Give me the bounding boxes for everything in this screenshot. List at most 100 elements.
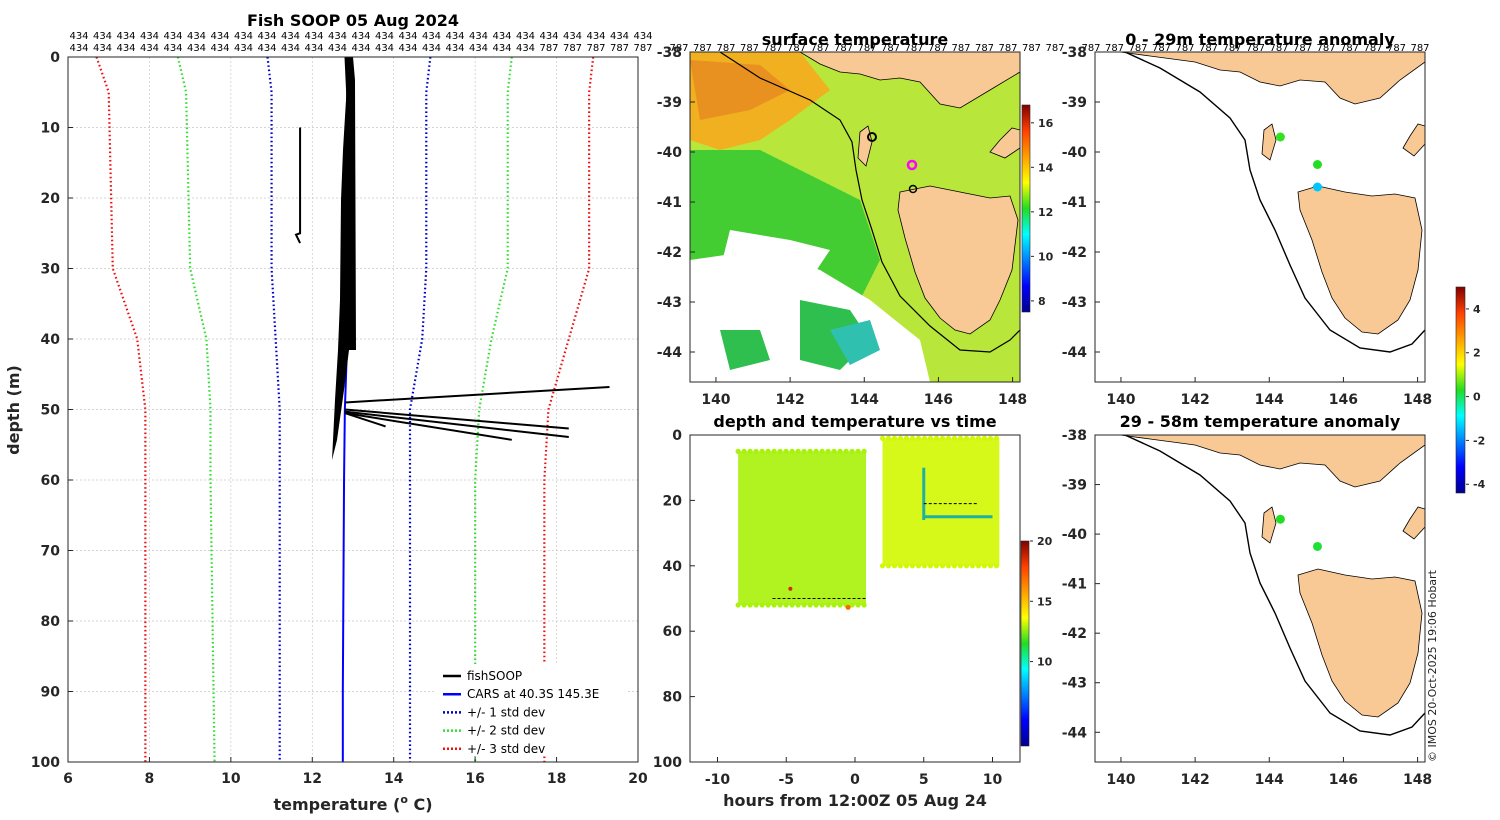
anomaly-colorbar <box>1455 286 1466 494</box>
profile-top-label: 434 <box>539 31 558 42</box>
depth-time-xtick-label: 10 <box>983 772 1003 788</box>
profile-top-label: 434 <box>563 31 582 42</box>
depth-time-point <box>741 448 747 454</box>
sst-colorbar <box>1021 104 1031 313</box>
anomaly-deep-point <box>1275 514 1285 524</box>
profile-xtick-label: 16 <box>465 771 484 787</box>
profile-line--3-std <box>95 56 147 762</box>
profile-xtick-label: 18 <box>547 771 566 787</box>
copyright-text: © IMOS 20-Oct-2025 19:06 Hobart <box>1426 569 1439 762</box>
sst-cloud-patch <box>720 230 830 280</box>
depth-time-point <box>783 448 789 454</box>
profile-top-label: 434 <box>492 43 511 54</box>
profile-ytick-label: 70 <box>41 544 61 560</box>
depth-time-point <box>939 435 946 441</box>
depth-time-point <box>897 435 904 441</box>
sst-top-label: 787 <box>904 43 923 54</box>
depth-time-point <box>795 448 801 454</box>
anomaly-colorbar-tick-label: 4 <box>1473 303 1481 316</box>
depth-time-point <box>891 563 898 569</box>
depth-time-point <box>981 563 988 569</box>
profile-top-label: 434 <box>116 31 135 42</box>
profile-top-label: 434 <box>69 43 88 54</box>
depth-time-point <box>957 435 964 441</box>
depth-time-point <box>777 448 783 454</box>
profile-top-label: 434 <box>610 31 629 42</box>
depth-time-point <box>807 448 813 454</box>
fishsoop-profile-bundle <box>332 56 356 460</box>
anomaly-shallow-top-labels: 787 787 787 787 787 787 787 787 787 787 787 787 787 7… <box>1081 43 1429 54</box>
depth-time-point <box>891 435 898 441</box>
anomaly-deep-xtick-label: 148 <box>1403 772 1432 788</box>
sst-mainland <box>799 52 1020 109</box>
depth-time-point <box>801 448 807 454</box>
profile-top-label: 434 <box>469 31 488 42</box>
depth-time-point <box>735 602 741 608</box>
depth-time-point <box>807 602 813 608</box>
profile-xtick-label: 20 <box>628 771 648 787</box>
anomaly-shallow-top-label: 787 <box>1387 43 1406 54</box>
anomaly-shallow-title: 0 - 29m temperature anomaly <box>1125 30 1395 49</box>
anomaly-deep-panel: 29 - 58m temperature anomaly 140 142 144 14… <box>1062 286 1486 788</box>
depth-time-point <box>849 448 855 454</box>
profile-ytick-label: 50 <box>41 403 61 419</box>
sst-ytick-label: -44 <box>657 345 683 361</box>
depth-time-point <box>759 448 765 454</box>
legend-items: fishSOOP CARS at 40.3S 145.3E +/- 1 std de… <box>443 669 599 756</box>
depth-time-colorbar <box>1020 540 1030 747</box>
anomaly-deep-ticks: 140 142 144 146 148 -38 -39 -40 -41 -42 -43 -44 <box>1062 428 1432 788</box>
anomaly-deep-ytick-label: -40 <box>1062 527 1088 543</box>
profile-top-label: 434 <box>163 31 182 42</box>
profile-legend: fishSOOP CARS at 40.3S 145.3E +/- 1 std de… <box>436 664 626 756</box>
profile-top-label: 787 <box>563 43 582 54</box>
depth-time-ytick-label: 0 <box>672 428 682 444</box>
depth-time-point <box>897 563 904 569</box>
depth-time-ytick-label: 100 <box>653 755 682 771</box>
depth-time-point <box>921 435 928 441</box>
sst-xtick-label: 148 <box>998 392 1027 408</box>
depth-time-xtick-label: -5 <box>778 772 794 788</box>
depth-time-point <box>753 602 759 608</box>
anomaly-shallow-top-label: 787 <box>1199 43 1218 54</box>
profile-top-label: 787 <box>633 43 652 54</box>
depth-time-point <box>963 563 970 569</box>
depth-time-colorbar-tick-label: 15 <box>1037 595 1052 608</box>
profile-line-fishsoop-spike-5 <box>344 412 386 428</box>
depth-time-point <box>837 448 843 454</box>
depth-time-colorbar-tick-label: 10 <box>1037 656 1053 669</box>
depth-time-point <box>801 602 807 608</box>
profile-line--3-std <box>543 56 595 762</box>
sst-top-label: 787 <box>975 43 994 54</box>
profile-top-label: 434 <box>445 43 464 54</box>
sst-field <box>690 52 1020 382</box>
depth-time-point <box>753 448 759 454</box>
depth-time-ytick-label: 20 <box>663 493 683 509</box>
anomaly-deep-points <box>1275 514 1322 551</box>
sst-top-label: 787 <box>716 43 735 54</box>
depth-time-point <box>903 435 910 441</box>
profile-line--1-std <box>266 56 281 762</box>
anomaly-shallow-xtick-label: 144 <box>1255 392 1284 408</box>
depth-time-point <box>735 448 741 454</box>
anomaly-shallow-top-label: 787 <box>1410 43 1429 54</box>
depth-time-point <box>963 435 970 441</box>
profile-top-label: 434 <box>375 31 394 42</box>
depth-time-point <box>975 563 982 569</box>
sst-top-label: 787 <box>810 43 829 54</box>
anomaly-colorbar-ticks: -4 -2 0 2 4 <box>1466 303 1486 491</box>
depth-time-scatter <box>735 435 1000 610</box>
profile-top-label: 434 <box>398 43 417 54</box>
anomaly-deep-axes-box <box>1094 434 1426 763</box>
depth-time-point <box>795 602 801 608</box>
sst-top-label: 787 <box>740 43 759 54</box>
anomaly-deep-title: 29 - 58m temperature anomaly <box>1120 412 1401 431</box>
anomaly-deep-ytick-label: -42 <box>1062 626 1087 642</box>
depth-time-xtick-label: 0 <box>850 772 860 788</box>
profile-top-label: 434 <box>328 43 347 54</box>
profile-ytick-label: 10 <box>41 121 61 137</box>
anomaly-shallow-ytick-label: -39 <box>1062 95 1087 111</box>
anomaly-shallow-top-label: 787 <box>1340 43 1359 54</box>
depth-time-point <box>993 435 1000 441</box>
sst-title: surface temperature <box>762 30 949 49</box>
